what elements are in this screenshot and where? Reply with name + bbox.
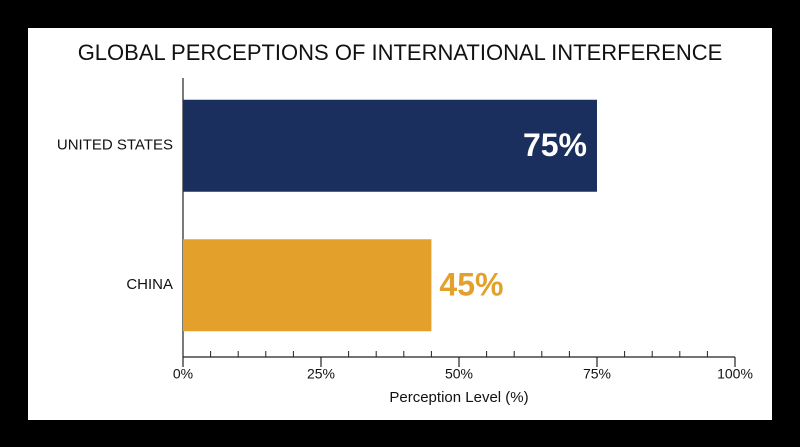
bar [183, 99, 597, 192]
x-tick-label: 0% [173, 366, 193, 382]
chart-title: GLOBAL PERCEPTIONS OF INTERNATIONAL INTE… [78, 40, 723, 65]
x-axis-label: Perception Level (%) [389, 389, 528, 406]
category-label: CHINA [126, 276, 173, 293]
category-label: UNITED STATES [57, 137, 173, 154]
bar [183, 239, 432, 332]
value-label: 75% [523, 127, 587, 163]
x-tick-label: 75% [583, 366, 611, 382]
x-tick-label: 100% [717, 366, 753, 382]
x-tick-label: 50% [445, 366, 473, 382]
x-tick-label: 25% [307, 366, 335, 382]
panel [28, 28, 772, 420]
value-label: 45% [439, 267, 503, 303]
